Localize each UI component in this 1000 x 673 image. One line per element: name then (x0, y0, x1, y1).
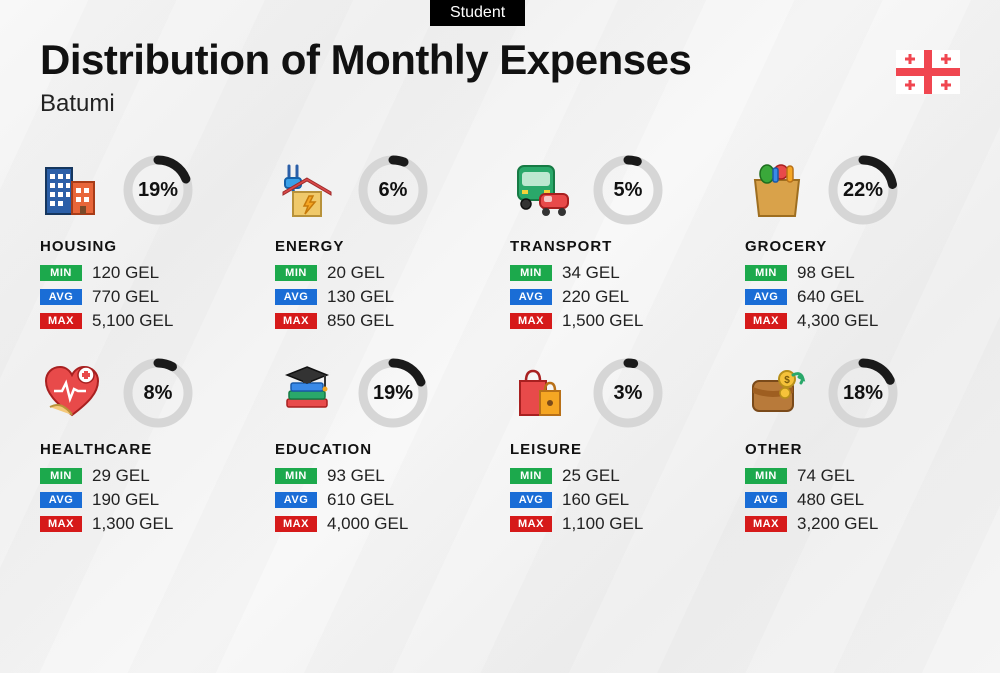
category-card-housing: 19% HOUSING MIN 120 GEL AVG 770 GEL MAX … (40, 152, 255, 335)
min-tag: MIN (40, 265, 82, 281)
max-tag: MAX (275, 516, 317, 532)
category-card-transport: 5% TRANSPORT MIN 34 GEL AVG 220 GEL MAX … (510, 152, 725, 335)
max-tag: MAX (275, 313, 317, 329)
student-badge: Student (430, 0, 525, 26)
other-icon: $ (745, 361, 809, 425)
category-card-healthcare: 8% HEALTHCARE MIN 29 GEL AVG 190 GEL MAX… (40, 355, 255, 538)
max-value: 4,300 GEL (797, 311, 878, 331)
min-tag: MIN (40, 468, 82, 484)
max-tag: MAX (745, 313, 787, 329)
avg-value: 130 GEL (327, 287, 394, 307)
max-value: 3,200 GEL (797, 514, 878, 534)
category-name: EDUCATION (275, 441, 490, 458)
min-tag: MIN (275, 265, 317, 281)
max-tag: MAX (745, 516, 787, 532)
education-icon (275, 361, 339, 425)
percent-value: 8% (120, 355, 196, 431)
category-card-grocery: 22% GROCERY MIN 98 GEL AVG 640 GEL MAX 4… (745, 152, 960, 335)
housing-icon (40, 158, 104, 222)
avg-value: 480 GEL (797, 490, 864, 510)
max-value: 1,100 GEL (562, 514, 643, 534)
avg-value: 640 GEL (797, 287, 864, 307)
percent-value: 18% (825, 355, 901, 431)
avg-tag: AVG (745, 289, 787, 305)
avg-tag: AVG (745, 492, 787, 508)
page-title: Distribution of Monthly Expenses (40, 36, 960, 84)
min-value: 20 GEL (327, 263, 385, 283)
category-card-other: $ 18% OTHER MIN 74 GEL AVG 480 GEL MAX 3… (745, 355, 960, 538)
category-card-leisure: 3% LEISURE MIN 25 GEL AVG 160 GEL MAX 1,… (510, 355, 725, 538)
min-value: 34 GEL (562, 263, 620, 283)
percent-donut: 6% (355, 152, 431, 228)
percent-value: 5% (590, 152, 666, 228)
leisure-icon (510, 361, 574, 425)
min-value: 25 GEL (562, 466, 620, 486)
avg-value: 220 GEL (562, 287, 629, 307)
transport-icon (510, 158, 574, 222)
avg-value: 190 GEL (92, 490, 159, 510)
max-value: 1,300 GEL (92, 514, 173, 534)
max-tag: MAX (40, 516, 82, 532)
max-value: 4,000 GEL (327, 514, 408, 534)
max-tag: MAX (510, 313, 552, 329)
avg-tag: AVG (275, 492, 317, 508)
max-tag: MAX (40, 313, 82, 329)
min-tag: MIN (745, 468, 787, 484)
avg-tag: AVG (40, 492, 82, 508)
avg-value: 770 GEL (92, 287, 159, 307)
avg-tag: AVG (275, 289, 317, 305)
percent-donut: 19% (355, 355, 431, 431)
percent-donut: 8% (120, 355, 196, 431)
min-value: 120 GEL (92, 263, 159, 283)
max-value: 5,100 GEL (92, 311, 173, 331)
category-name: HOUSING (40, 238, 255, 255)
percent-value: 22% (825, 152, 901, 228)
svg-text:$: $ (784, 375, 790, 386)
percent-value: 6% (355, 152, 431, 228)
min-tag: MIN (275, 468, 317, 484)
category-name: LEISURE (510, 441, 725, 458)
georgia-flag-icon (896, 50, 960, 94)
percent-value: 3% (590, 355, 666, 431)
category-name: HEALTHCARE (40, 441, 255, 458)
page-subtitle: Batumi (40, 90, 960, 118)
min-tag: MIN (510, 265, 552, 281)
category-name: TRANSPORT (510, 238, 725, 255)
min-tag: MIN (510, 468, 552, 484)
avg-value: 160 GEL (562, 490, 629, 510)
percent-donut: 18% (825, 355, 901, 431)
percent-donut: 19% (120, 152, 196, 228)
min-value: 93 GEL (327, 466, 385, 486)
min-value: 29 GEL (92, 466, 150, 486)
category-card-energy: 6% ENERGY MIN 20 GEL AVG 130 GEL MAX 850… (275, 152, 490, 335)
energy-icon (275, 158, 339, 222)
healthcare-icon (40, 361, 104, 425)
category-card-education: 19% EDUCATION MIN 93 GEL AVG 610 GEL MAX… (275, 355, 490, 538)
percent-donut: 3% (590, 355, 666, 431)
max-value: 1,500 GEL (562, 311, 643, 331)
percent-value: 19% (355, 355, 431, 431)
min-value: 98 GEL (797, 263, 855, 283)
min-value: 74 GEL (797, 466, 855, 486)
category-name: OTHER (745, 441, 960, 458)
max-value: 850 GEL (327, 311, 394, 331)
avg-tag: AVG (40, 289, 82, 305)
category-name: ENERGY (275, 238, 490, 255)
avg-tag: AVG (510, 492, 552, 508)
percent-donut: 22% (825, 152, 901, 228)
grocery-icon (745, 158, 809, 222)
percent-value: 19% (120, 152, 196, 228)
category-name: GROCERY (745, 238, 960, 255)
avg-tag: AVG (510, 289, 552, 305)
percent-donut: 5% (590, 152, 666, 228)
max-tag: MAX (510, 516, 552, 532)
min-tag: MIN (745, 265, 787, 281)
avg-value: 610 GEL (327, 490, 394, 510)
